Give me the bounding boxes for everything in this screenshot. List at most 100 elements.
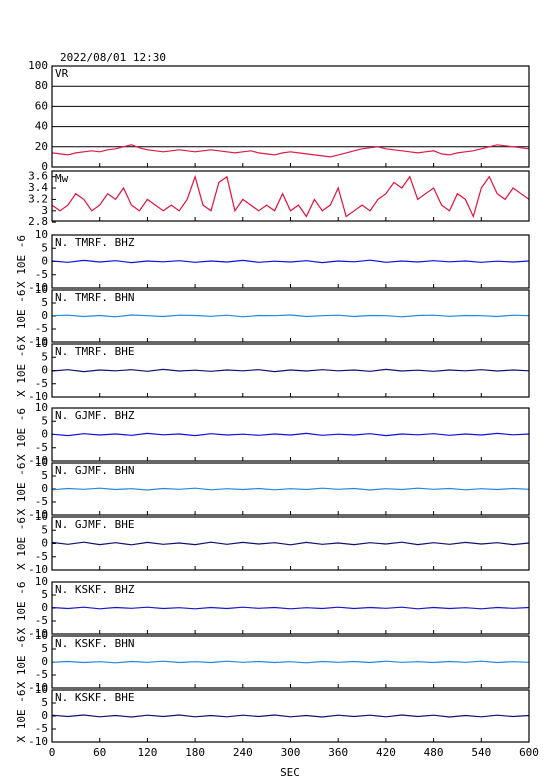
x-tick-label: 480	[424, 746, 444, 759]
panel-frame	[51, 516, 530, 571]
y-tick-label: 5	[41, 523, 48, 536]
y-axis-label: X 10E -6	[15, 290, 28, 343]
y-tick-label: 0	[41, 709, 48, 722]
panel-label: N. KSKF. BHZ	[55, 583, 135, 596]
y-tick-label: -5	[35, 668, 48, 681]
data-line	[51, 541, 530, 546]
y-tick-label: 10	[35, 283, 48, 296]
y-tick-label: -5	[35, 550, 48, 563]
y-tick-label: 0	[41, 364, 48, 377]
x-tick-label: 0	[49, 746, 56, 759]
y-tick-label: 5	[41, 696, 48, 709]
y-axis-label: X 10E -6	[15, 517, 28, 570]
panel-label: N. KSKF. BHN	[55, 637, 134, 650]
x-tick-label: 60	[93, 746, 106, 759]
data-line	[51, 432, 530, 437]
y-tick-label: -10	[28, 735, 48, 748]
x-tick-label: 600	[519, 746, 539, 759]
y-tick-label: -10	[28, 563, 48, 576]
panel-label: N. KSKF. BHE	[55, 691, 134, 704]
panel-frame	[51, 234, 530, 289]
y-tick-label: 10	[35, 337, 48, 350]
panel-frame	[51, 407, 530, 462]
y-tick-label: 0	[41, 255, 48, 268]
x-tick-label: 300	[281, 746, 301, 759]
panel-frame	[51, 65, 530, 168]
panel-frame	[51, 462, 530, 516]
y-axis-label: X 10E -6	[15, 344, 28, 397]
y-tick-label: -5	[35, 495, 48, 508]
y-tick-label: 5	[41, 350, 48, 363]
y-tick-label: -5	[35, 377, 48, 390]
y-tick-label: -10	[28, 335, 48, 348]
panel-label: N. GJMF. BHE	[55, 518, 134, 531]
y-tick-label: -10	[28, 627, 48, 640]
y-tick-label: 0	[41, 601, 48, 614]
data-line	[51, 314, 530, 318]
x-tick-label: 180	[185, 746, 205, 759]
y-axis-label: X 10E -6	[15, 582, 28, 635]
y-tick-label: -5	[35, 322, 48, 335]
data-line	[51, 487, 530, 491]
y-tick-label: 3.2	[28, 192, 48, 205]
x-tick-label: 360	[328, 746, 348, 759]
x-tick-label: 420	[376, 746, 396, 759]
y-tick-label: -5	[35, 268, 48, 281]
data-line	[51, 368, 530, 373]
y-tick-label: 3	[41, 204, 48, 217]
y-tick-label: 0	[41, 428, 48, 441]
y-tick-label: 0	[41, 309, 48, 322]
y-tick-label: -10	[28, 454, 48, 467]
y-tick-label: 20	[35, 140, 48, 153]
y-tick-label: 0	[41, 537, 48, 550]
y-tick-label: 2.8	[28, 215, 48, 228]
panel-frame	[51, 635, 530, 689]
data-line	[51, 606, 530, 610]
y-axis-label: X 10E -6	[15, 235, 28, 288]
y-tick-label: 5	[41, 241, 48, 254]
y-axis-label: X 10E -6	[15, 408, 28, 461]
y-tick-label: 60	[35, 99, 48, 112]
y-tick-label: -10	[28, 508, 48, 521]
y-tick-label: 0	[41, 655, 48, 668]
panel-frame	[51, 289, 530, 343]
y-tick-label: -10	[28, 281, 48, 294]
data-line	[51, 144, 530, 158]
x-tick-label: 540	[471, 746, 491, 759]
y-axis-label: X 10E -6	[15, 636, 28, 689]
panel-label: N. TMRF. BHE	[55, 345, 134, 358]
y-tick-label: -5	[35, 722, 48, 735]
panel-frame	[51, 581, 530, 635]
y-tick-label: 10	[35, 456, 48, 469]
y-tick-label: -5	[35, 614, 48, 627]
y-tick-label: -5	[35, 441, 48, 454]
y-tick-label: 5	[41, 296, 48, 309]
y-tick-label: 5	[41, 642, 48, 655]
panel-label: VR	[55, 67, 69, 80]
panel-frame	[51, 170, 530, 222]
y-tick-label: 5	[41, 469, 48, 482]
data-line	[51, 660, 530, 664]
x-tick-label: 120	[137, 746, 157, 759]
y-tick-label: -10	[28, 681, 48, 694]
panel-label: N. GJMF. BHZ	[55, 409, 135, 422]
panel-frame	[51, 343, 530, 398]
y-tick-label: 100	[28, 59, 48, 72]
y-tick-label: 3.4	[28, 181, 48, 194]
panel-frame	[51, 689, 530, 743]
y-tick-label: 10	[35, 575, 48, 588]
y-tick-label: 80	[35, 79, 48, 92]
y-tick-label: -10	[28, 390, 48, 403]
y-tick-label: 40	[35, 120, 48, 133]
y-tick-label: 10	[35, 401, 48, 414]
y-tick-label: 10	[35, 683, 48, 696]
y-tick-label: 0	[41, 482, 48, 495]
y-tick-label: 10	[35, 228, 48, 241]
data-line	[51, 174, 530, 219]
y-tick-label: 10	[35, 629, 48, 642]
panel-label: Mw	[55, 172, 69, 185]
chart-title: 2022/08/01 12:30	[60, 51, 166, 64]
panel-label: N. TMRF. BHN	[55, 291, 134, 304]
